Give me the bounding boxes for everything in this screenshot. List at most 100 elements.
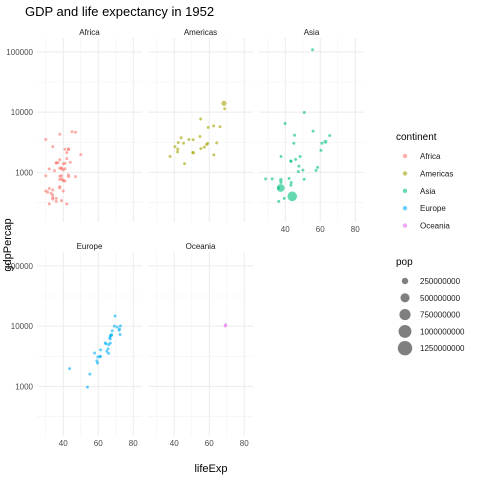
data-point: [54, 196, 58, 200]
data-point: [212, 124, 216, 128]
data-point: [311, 129, 315, 133]
data-point: [283, 122, 287, 126]
data-point: [183, 162, 187, 166]
data-point: [106, 347, 110, 351]
legend-key-africa: [402, 153, 408, 159]
data-point: [54, 199, 58, 203]
data-point: [118, 332, 122, 336]
color-legend: continent Africa Americas Asia Europe Oceania: [396, 132, 453, 231]
data-point: [115, 325, 119, 329]
x-axis-title: lifeExp: [194, 463, 227, 475]
data-point: [176, 150, 180, 154]
data-point: [311, 48, 315, 52]
data-point: [67, 148, 70, 152]
facet-panel-asia: Asia 40 60 80: [259, 28, 364, 234]
data-point: [68, 367, 72, 371]
data-point: [292, 141, 296, 145]
size-legend: pop 250000000 500000000 750000000 1000000000…: [396, 257, 465, 356]
data-point: [176, 141, 180, 145]
x-tick-label: 80: [129, 439, 138, 448]
data-point: [108, 336, 112, 340]
data-point: [279, 155, 283, 159]
size-legend-key: [398, 324, 412, 338]
legend-label: Americas: [420, 169, 453, 178]
data-point: [63, 167, 67, 171]
data-point: [60, 167, 63, 171]
data-point: [70, 130, 74, 134]
data-point: [187, 137, 191, 141]
data-point: [282, 196, 286, 200]
data-point: [224, 323, 228, 327]
data-point: [51, 145, 55, 149]
data-point: [112, 324, 116, 328]
size-legend-label: 500000000: [420, 294, 461, 303]
size-legend-key: [401, 277, 409, 285]
data-point: [58, 185, 62, 189]
legend-key-oceania: [402, 223, 408, 228]
data-point: [58, 132, 62, 136]
y-tick-label: 100000: [6, 262, 33, 271]
data-point: [58, 178, 62, 182]
y-tick-label: 10000: [11, 322, 34, 331]
data-point: [58, 174, 62, 178]
data-point: [79, 153, 83, 157]
data-point: [314, 168, 318, 172]
data-point: [191, 150, 195, 154]
facet-label: Europe: [77, 242, 103, 251]
data-point: [47, 167, 51, 171]
data-point: [287, 191, 298, 202]
legend-label: Oceania: [420, 222, 450, 231]
data-point: [60, 199, 63, 203]
data-point: [293, 133, 297, 137]
data-point: [63, 147, 67, 151]
size-legend-title: pop: [396, 257, 413, 268]
data-point: [58, 158, 62, 162]
data-point: [199, 117, 203, 121]
chart-title: GDP and life expectancy in 1952: [25, 4, 214, 19]
y-tick-label: 1000: [15, 168, 33, 177]
data-point: [328, 134, 332, 138]
data-point: [88, 372, 92, 376]
data-point: [47, 186, 51, 190]
data-point: [104, 342, 108, 346]
data-point: [298, 155, 302, 159]
data-point: [179, 136, 183, 140]
data-point: [168, 154, 172, 158]
data-point: [109, 333, 114, 337]
data-point: [270, 177, 274, 181]
data-point: [65, 157, 69, 161]
data-point: [47, 202, 51, 206]
size-legend-label: 1250000000: [420, 344, 465, 353]
data-point: [182, 141, 186, 145]
data-point: [301, 168, 305, 172]
data-point: [93, 351, 97, 355]
y-tick-label: 100000: [6, 48, 33, 57]
data-point: [61, 189, 65, 193]
legend-key-asia: [402, 188, 408, 193]
data-point: [297, 164, 301, 168]
data-point: [289, 183, 293, 187]
data-point: [320, 141, 324, 145]
data-point: [199, 147, 203, 151]
data-point: [264, 177, 268, 181]
data-point: [218, 125, 222, 129]
y-tick-label: 10000: [11, 108, 34, 117]
data-point: [105, 349, 109, 353]
data-point: [287, 177, 291, 181]
data-point: [279, 180, 283, 184]
data-point: [46, 190, 49, 194]
facet-panel-americas: Americas: [148, 28, 253, 222]
data-point: [173, 145, 177, 149]
data-point: [289, 159, 293, 163]
y-axis-title: gdpPercap: [2, 218, 14, 271]
x-tick-label: 60: [205, 439, 214, 448]
data-point: [118, 324, 122, 328]
data-point: [74, 130, 77, 134]
x-tick-label: 60: [316, 225, 325, 234]
data-point: [95, 359, 99, 363]
data-point: [277, 186, 281, 190]
data-point: [202, 145, 206, 149]
data-point: [63, 161, 67, 165]
